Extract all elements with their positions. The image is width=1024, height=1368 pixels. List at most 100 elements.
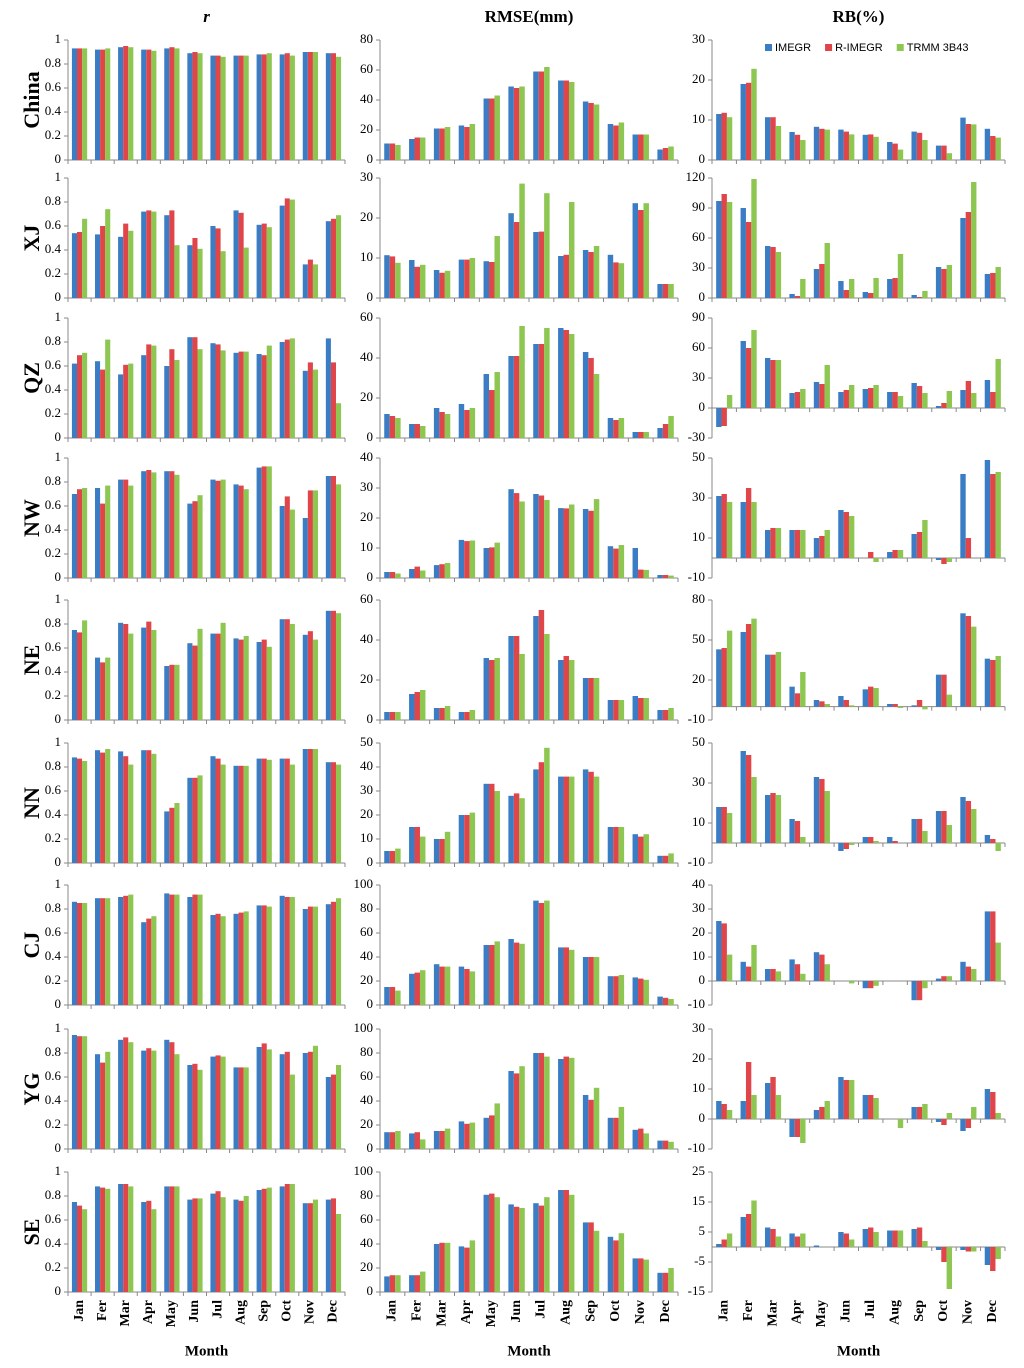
y-tick-label: 0.6 (45, 782, 62, 797)
y-tick-label: 20 (360, 1116, 373, 1131)
y-tick-label: 30 (360, 169, 373, 184)
bar (289, 624, 295, 720)
bar (210, 915, 216, 1005)
bar (105, 898, 111, 1005)
y-tick-label: 120 (686, 169, 706, 184)
bar (873, 278, 879, 298)
bar (192, 645, 198, 720)
bar (238, 765, 244, 863)
bar (922, 140, 928, 160)
bar (389, 416, 396, 438)
bar (887, 1230, 893, 1247)
bar (192, 501, 198, 578)
bar (384, 572, 390, 578)
bar (726, 1233, 733, 1247)
x-tick-label: Fer (409, 1300, 424, 1321)
bar (726, 395, 733, 408)
bar (916, 1107, 923, 1119)
bar (483, 374, 490, 438)
row-label: NN (19, 787, 44, 819)
bar (105, 1051, 111, 1149)
y-tick-label: 50 (692, 449, 705, 464)
y-tick-label: 10 (692, 948, 705, 963)
bar (419, 570, 426, 578)
bar (118, 751, 124, 863)
bar (775, 971, 782, 981)
bar (192, 337, 198, 438)
y-tick-label: 1 (55, 31, 62, 46)
bar (433, 565, 440, 578)
bar (123, 1037, 129, 1149)
bar (916, 297, 923, 298)
bar (813, 777, 820, 843)
y-tick-label: 60 (360, 591, 373, 606)
bar (965, 538, 972, 558)
bar (164, 893, 170, 1005)
y-tick-label: -30 (688, 429, 705, 444)
legend-label: TRMM 3B43 (907, 42, 969, 54)
bar (266, 466, 272, 578)
bar (794, 134, 801, 160)
bar (414, 827, 420, 863)
x-tick-label: Jan (385, 1300, 400, 1322)
bar (146, 470, 152, 578)
bar (238, 1200, 244, 1292)
x-tick-label: Fer (741, 1300, 756, 1321)
bar (643, 203, 649, 298)
bar (935, 558, 942, 560)
bar (141, 922, 147, 1005)
bar (508, 86, 514, 160)
bar (279, 506, 285, 578)
bar (141, 1202, 147, 1292)
bar (726, 202, 733, 298)
bar (508, 356, 514, 438)
bar (95, 361, 101, 438)
bar (82, 1036, 88, 1149)
bar (77, 489, 83, 578)
bar (238, 485, 244, 578)
y-tick-label: 25 (692, 1163, 705, 1178)
bar (941, 976, 947, 981)
bar (657, 710, 663, 720)
bar (995, 267, 1001, 298)
bar (800, 973, 806, 981)
bar (838, 1232, 844, 1247)
bar (819, 779, 825, 843)
bar (439, 966, 445, 1005)
bar (935, 267, 942, 298)
y-tick-label: 80 (360, 1044, 373, 1059)
bar (256, 54, 262, 160)
bar (568, 334, 575, 438)
bar (662, 1140, 669, 1149)
x-axis-label: Month (507, 1343, 551, 1359)
bar (146, 750, 152, 863)
bar (873, 385, 879, 408)
bar (764, 358, 771, 408)
bar (995, 843, 1001, 851)
y-tick-label: 1 (55, 876, 62, 891)
bar (302, 52, 308, 160)
y-tick-label: 0.8 (45, 473, 61, 488)
bar (568, 776, 575, 863)
y-tick-label: 5 (699, 1223, 706, 1238)
bar (82, 620, 88, 720)
bar (164, 811, 170, 863)
bar (916, 981, 923, 1001)
bar (960, 613, 966, 707)
bar (266, 1187, 272, 1292)
bar (843, 290, 849, 298)
bar (740, 961, 746, 981)
bar (965, 801, 972, 843)
bar (210, 55, 216, 160)
bar (439, 128, 445, 160)
bar (960, 1119, 966, 1131)
bar (325, 1077, 331, 1149)
bar (261, 1188, 267, 1292)
bar (483, 1117, 490, 1149)
bar (444, 1128, 451, 1149)
bar (279, 895, 285, 1005)
bar (174, 48, 180, 160)
bar (458, 125, 465, 160)
bar (169, 1186, 175, 1292)
bar (632, 432, 639, 438)
